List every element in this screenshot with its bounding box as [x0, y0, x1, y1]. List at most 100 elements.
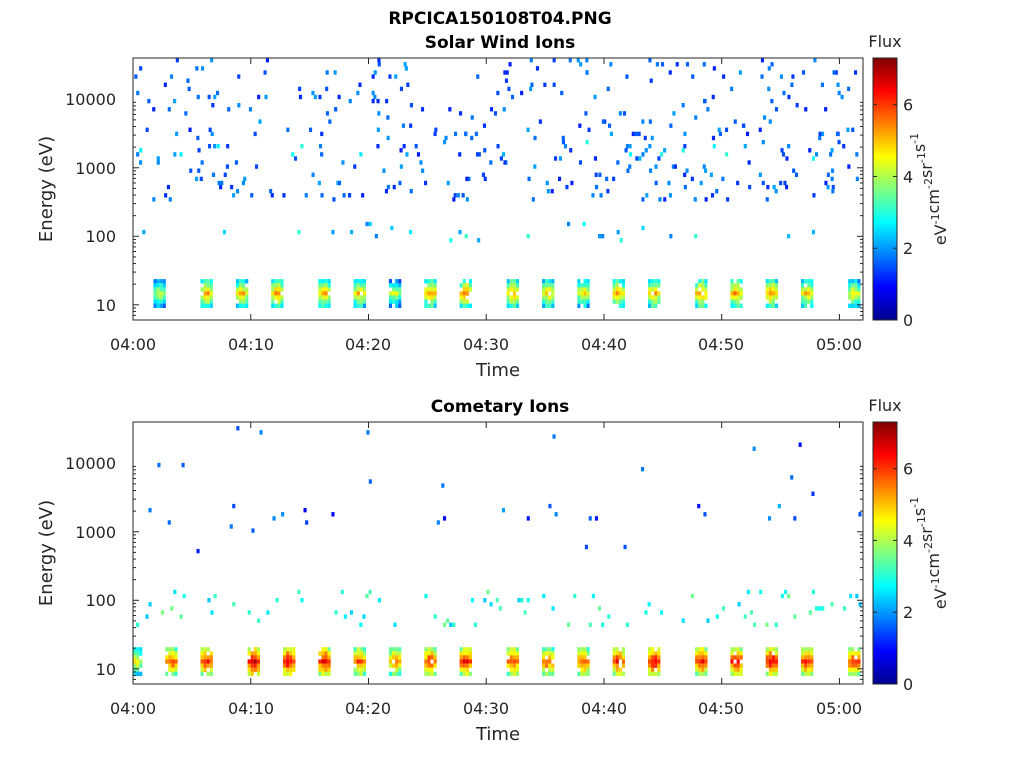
heatmap-cell [168, 647, 172, 652]
heatmap-cell [395, 651, 399, 656]
heatmap-cell [342, 193, 346, 198]
heatmap-cell [297, 589, 301, 595]
heatmap-cell [179, 614, 183, 619]
heatmap-cell [851, 279, 855, 284]
heatmap-cell [781, 152, 785, 157]
heatmap-cell [274, 283, 278, 288]
heatmap-cell [512, 283, 516, 288]
heatmap-cell [733, 287, 737, 292]
heatmap-cell [274, 295, 278, 300]
heatmap-cell [698, 663, 702, 668]
heatmap-cell [465, 667, 469, 672]
heatmap-cell [226, 144, 230, 149]
heatmap-cell [535, 66, 539, 71]
heatmap-cell [821, 131, 825, 137]
heatmap-cell [621, 303, 625, 308]
heatmap-cell [747, 160, 751, 165]
heatmap-cell [691, 593, 695, 599]
heatmap-cell [173, 152, 177, 157]
heatmap-cell [554, 512, 558, 517]
heatmap-cell [746, 589, 750, 595]
heatmap-cell [324, 299, 328, 304]
heatmap-cell [409, 123, 413, 128]
heatmap-cell [775, 279, 779, 284]
heatmap-cell [669, 234, 673, 239]
heatmap-cell [153, 279, 157, 284]
heatmap-cell [225, 164, 229, 169]
heatmap-cell [242, 291, 246, 296]
heatmap-cell [356, 659, 360, 664]
heatmap-cell [812, 193, 816, 198]
heatmap-cell [730, 667, 734, 672]
heatmap-cell [657, 291, 661, 296]
heatmap-cell [353, 655, 357, 660]
heatmap-cell [286, 659, 290, 664]
heatmap-cell [858, 602, 862, 607]
heatmap-cell [348, 193, 352, 198]
heatmap-cell [181, 462, 185, 468]
heatmap-cell [239, 291, 243, 296]
heatmap-cell [857, 295, 861, 300]
heatmap-cell [341, 160, 345, 165]
heatmap-cell [551, 647, 555, 652]
heatmap-cell [577, 299, 581, 304]
heatmap-cell [338, 180, 342, 186]
heatmap-cell [648, 655, 652, 660]
x-tick-label: 04:20 [345, 335, 391, 354]
heatmap-cell [851, 647, 855, 652]
heatmap-cell [857, 663, 861, 668]
heatmap-cell [548, 651, 552, 656]
heatmap-cell [468, 663, 472, 668]
heatmap-cell [430, 651, 434, 656]
heatmap-cell [247, 647, 251, 652]
heatmap-cell [846, 127, 850, 132]
heatmap-cell [641, 225, 645, 231]
heatmap-cell [433, 291, 437, 296]
heatmap-cell [321, 647, 325, 652]
x-tick-label: 04:00 [110, 699, 156, 718]
heatmap-cell [427, 647, 431, 652]
colorbar-tick-label: 2 [903, 603, 913, 622]
heatmap-cell [210, 58, 214, 63]
heatmap-cell [269, 189, 273, 194]
heatmap-cell [851, 295, 855, 300]
heatmap-cell [648, 295, 652, 300]
heatmap-cell [388, 303, 392, 308]
heatmap-cell [739, 303, 743, 308]
colorbar-tick-label: 4 [903, 167, 913, 186]
heatmap-cell [324, 663, 328, 668]
heatmap-cell [506, 279, 510, 284]
heatmap-cell [174, 667, 178, 672]
heatmap-cell [704, 663, 708, 668]
heatmap-cell [768, 667, 772, 672]
heatmap-cell [695, 283, 699, 288]
heatmap-cell [810, 651, 814, 656]
heatmap-cell [548, 279, 552, 284]
heatmap-cell [739, 291, 743, 296]
heatmap-cell [530, 82, 534, 87]
colorbar-tick-label: 2 [903, 239, 913, 258]
heatmap-cell [220, 180, 224, 186]
heatmap-cell [726, 197, 730, 202]
heatmap-cell [739, 295, 743, 300]
heatmap-cell [661, 62, 665, 67]
heatmap-cell [203, 279, 207, 284]
heatmap-cell [210, 610, 214, 615]
heatmap-cell [516, 663, 520, 668]
heatmap-cell [465, 663, 469, 668]
heatmap-cell [618, 287, 622, 292]
y-tick-labels: 10 100 1000 10000 [65, 90, 116, 315]
heatmap-cell [551, 667, 555, 672]
heatmap-cell [669, 123, 673, 128]
heatmap-cell [612, 299, 616, 304]
heatmap-cell [851, 667, 855, 672]
heatmap-cell [509, 283, 513, 288]
heatmap-cell [424, 659, 428, 664]
heatmap-cell [250, 663, 254, 668]
heatmap-cell [826, 184, 830, 190]
heatmap-cell [651, 295, 655, 300]
heatmap-cell [253, 663, 257, 668]
heatmap-cell [615, 667, 619, 672]
heatmap-cell [289, 663, 293, 668]
heatmap-cell [624, 148, 628, 153]
